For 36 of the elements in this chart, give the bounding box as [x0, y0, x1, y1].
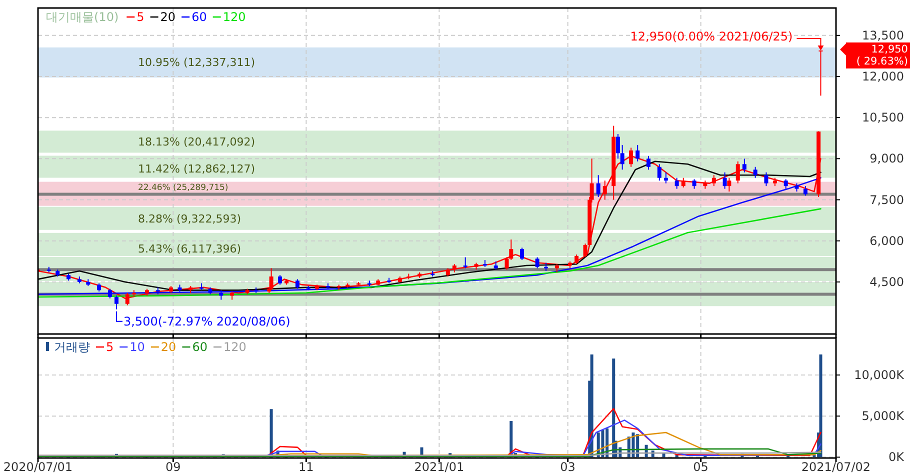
x-tick-label: 05 [693, 460, 708, 474]
x-tick-label: 11 [298, 460, 314, 474]
band-label: 18.13% (20,417,092) [138, 136, 256, 149]
legend-label: 거래량 [54, 340, 90, 354]
y-tick-label: 10,000K [854, 368, 906, 382]
x-tick-label: 09 [166, 460, 181, 474]
annotation: 대기매물(10) [46, 10, 119, 24]
legend-label: 20 [160, 340, 176, 354]
y-tick-label: 4,500 [870, 274, 904, 289]
x-tick-label: 2021/01 [414, 460, 464, 474]
band-label: 10.95% (12,337,311) [138, 56, 256, 70]
legend-label: 20 [160, 10, 176, 24]
legend-label: 120 [222, 10, 246, 24]
y-tick-label: 7,500 [870, 192, 904, 207]
band-label: 8.28% (9,322,593) [138, 212, 242, 226]
band-label: 5.43% (6,117,396) [138, 242, 242, 256]
y-tick-label: 13,500 [862, 28, 904, 42]
legend-label: 60 [192, 10, 207, 24]
annotation: 12,950(0.00% 2021/06/25) [630, 29, 793, 44]
y-tick-label: 10,500 [862, 110, 904, 125]
band-label: 11.42% (12,862,127) [138, 162, 256, 176]
y-tick-label: 5,000K [862, 409, 906, 424]
y-tick-label: 6,000 [870, 234, 904, 248]
y-tick-label: 12,000 [862, 69, 904, 84]
legend-label: 5 [136, 10, 144, 24]
y-tick-label: 9,000 [870, 152, 904, 166]
x-tick-label: 2020/07/01 [3, 460, 73, 474]
y-tick-label: 0K [888, 450, 906, 464]
legend-label: 10 [130, 340, 145, 354]
legend-label: 5 [106, 340, 114, 354]
annotation: 3,500(-72.97% 2020/08/06) [123, 314, 290, 328]
legend-label: 120 [223, 340, 246, 354]
band-label: 22.46% (25,289,715) [138, 183, 228, 194]
x-tick-label: 03 [560, 460, 576, 474]
legend-label: 60 [192, 340, 208, 354]
x-tick-label: 2021/07/02 [801, 460, 871, 474]
